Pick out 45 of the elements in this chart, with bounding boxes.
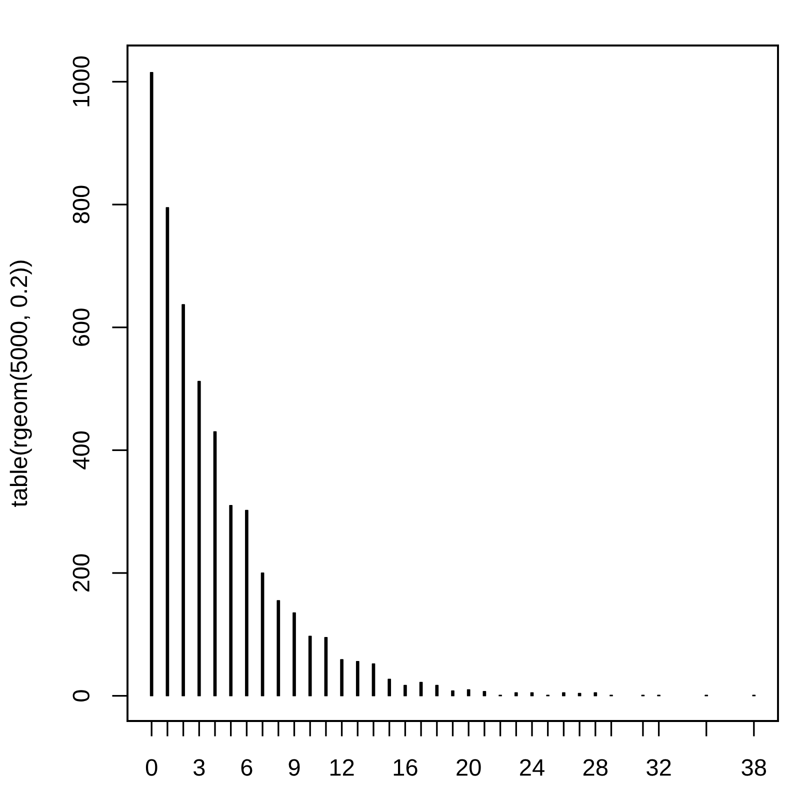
bar [419,682,423,696]
x-tick-label: 24 [520,759,544,776]
bar [292,612,296,696]
bar [514,692,518,696]
bar [562,692,566,696]
bar [466,689,470,696]
x-tick-label: 32 [646,759,671,776]
y-axis-title: table(rgeom(5000, 0.2)) [10,260,32,507]
x-tick-label: 16 [394,759,418,776]
x-tick-label: 3 [193,759,205,776]
bar [308,636,312,696]
bar [340,659,344,696]
bar [276,600,280,696]
bar [182,304,185,696]
bar [451,690,454,696]
bar [197,380,201,696]
bar [404,684,407,696]
x-tick-label: 38 [742,759,766,776]
bar [166,207,170,696]
bar [482,691,486,696]
bar [388,678,392,696]
y-tick-label: 0 [72,690,90,702]
bar [260,572,264,696]
bar [578,692,582,696]
y-tick-label: 1000 [72,56,90,106]
y-tick-label: 800 [72,186,90,224]
y-tick-label: 200 [72,554,90,592]
y-tick-label: 400 [72,431,90,470]
bar [530,692,534,696]
x-tick-label: 0 [146,759,158,776]
bar [435,684,439,696]
bar [245,510,248,696]
bar [213,431,217,696]
bar [324,637,328,696]
x-tick-label: 9 [288,759,300,776]
bar [594,692,598,696]
x-tick-label: 6 [241,759,252,776]
bar [372,663,376,696]
bar [229,504,233,696]
y-tick-label: 600 [72,308,90,346]
x-tick-label: 12 [330,759,354,776]
bar [356,660,360,696]
x-tick-label: 20 [456,759,481,776]
bar [150,72,154,696]
x-tick-label: 28 [583,759,608,776]
